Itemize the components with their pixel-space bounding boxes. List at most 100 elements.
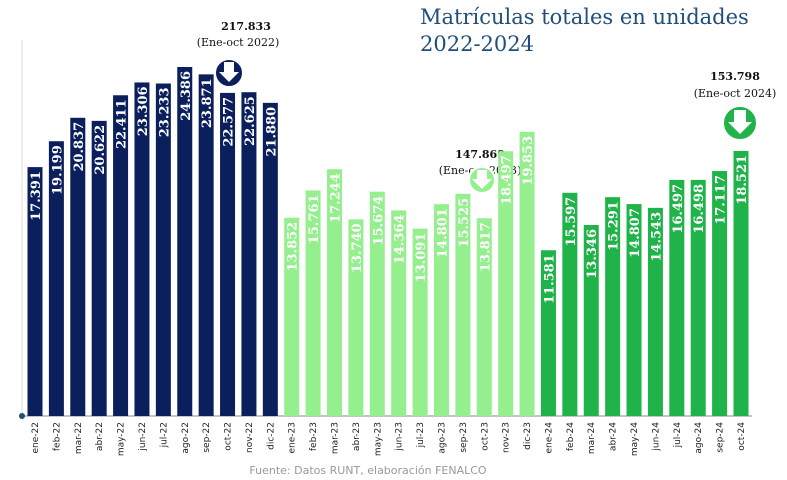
value-label: 13.091 [414,233,429,283]
value-label: 22.577 [222,97,237,147]
value-label: 15.525 [457,198,472,248]
value-label: 23.871 [200,78,215,128]
x-tick-label: oct-22 [224,422,234,451]
value-label: 17.391 [29,171,44,221]
bar [455,193,471,416]
x-tick-label: jul-23 [416,422,426,448]
x-tick-label: abr-22 [95,422,105,451]
value-label: 23.233 [157,88,172,138]
value-label: 15.761 [307,194,322,244]
bar [626,204,642,416]
annotation-value: 217.833 [221,20,271,33]
bar [70,117,86,417]
arrow-icon [214,58,244,88]
value-label: 17.244 [329,173,344,223]
bar [647,207,663,416]
bar [198,74,214,416]
arrow-icon [468,166,496,194]
value-label: 20.837 [72,122,87,172]
bar [348,219,364,416]
bar [113,95,129,416]
bar [27,167,43,416]
chart-title: Matrículas totales en unidades [420,5,749,29]
x-tick-label: jun-23 [395,422,405,452]
bar [583,224,599,416]
x-tick-label: jun-22 [138,422,148,452]
source: Fuente: Datos RUNT, elaboración FENALCO [249,464,487,477]
annotation-value: 147.869 [455,148,505,161]
x-tick-label: jul-24 [673,422,683,449]
x-tick-label: nov-23 [502,422,512,453]
x-tick-label: mar-22 [74,422,84,454]
bar [48,141,64,416]
x-tick-label: sep-24 [716,422,726,453]
value-label: 23.306 [136,86,151,136]
bar [391,210,407,416]
value-label: 16.498 [692,184,707,234]
x-tick-label: sep-22 [202,422,212,453]
value-label: 14.807 [628,208,643,258]
bar [519,131,535,417]
chart-subtitle: 2022-2024 [420,32,534,56]
bar [327,169,343,416]
value-label: 21.880 [264,107,279,157]
arrow-icon [722,105,758,141]
x-tick-label: abr-23 [352,422,362,451]
x-tick-label: ene-23 [288,422,298,453]
annotation-note: (Ene-oct 2022) [197,36,280,49]
x-tick-label: ago-24 [694,422,704,454]
x-tick-label: sep-23 [459,422,469,453]
value-label: 15.291 [607,201,622,251]
x-tick-label: may-22 [117,422,127,456]
axis-origin [19,413,25,419]
value-label: 13.346 [585,229,600,279]
bar [241,92,257,416]
value-label: 17.117 [714,175,729,225]
x-tick-label: abr-24 [609,422,619,451]
value-label: 16.497 [671,184,686,234]
bar [412,228,428,416]
x-tick-label: ene-24 [544,422,554,454]
bar [733,150,749,416]
x-tick-label: feb-22 [52,422,62,451]
x-tick-label: mar-23 [331,422,341,454]
bar [284,217,300,416]
bar [155,83,171,416]
x-tick-label: may-24 [630,422,640,456]
bar [562,192,578,416]
value-label: 19.853 [521,136,536,186]
bar [91,120,107,417]
value-label: 14.543 [649,212,664,262]
x-tick-label: jul-22 [159,422,169,448]
x-tick-label: may-23 [373,422,383,456]
value-label: 22.411 [115,99,130,149]
x-tick-label: jun-24 [651,422,661,452]
annotation-note: (Ene-oct 2024) [694,87,777,100]
value-label: 18.521 [735,155,750,205]
x-tick-label: feb-23 [309,422,319,451]
annotation-value: 153.798 [710,70,760,83]
bar [177,67,193,416]
value-label: 13.817 [478,222,493,272]
x-tick-label: ene-22 [31,422,41,453]
bar [605,197,621,416]
value-label: 18.497 [500,155,515,205]
x-tick-label: feb-24 [566,422,576,451]
value-label: 19.199 [50,145,65,195]
x-tick-label: ago-23 [437,422,447,454]
bar [433,204,449,416]
value-label: 14.801 [435,208,450,258]
value-label: 15.597 [564,197,579,247]
value-label: 20.622 [93,125,108,175]
bar [134,82,150,416]
x-tick-label: ago-22 [181,422,191,454]
bar [690,179,706,416]
value-label: 22.625 [243,96,258,146]
x-tick-label: nov-22 [245,422,255,453]
x-tick-label: oct-23 [480,422,490,451]
value-label: 13.740 [350,223,365,273]
x-tick-label: mar-24 [587,422,597,454]
x-tick-label: dic-22 [266,422,276,450]
